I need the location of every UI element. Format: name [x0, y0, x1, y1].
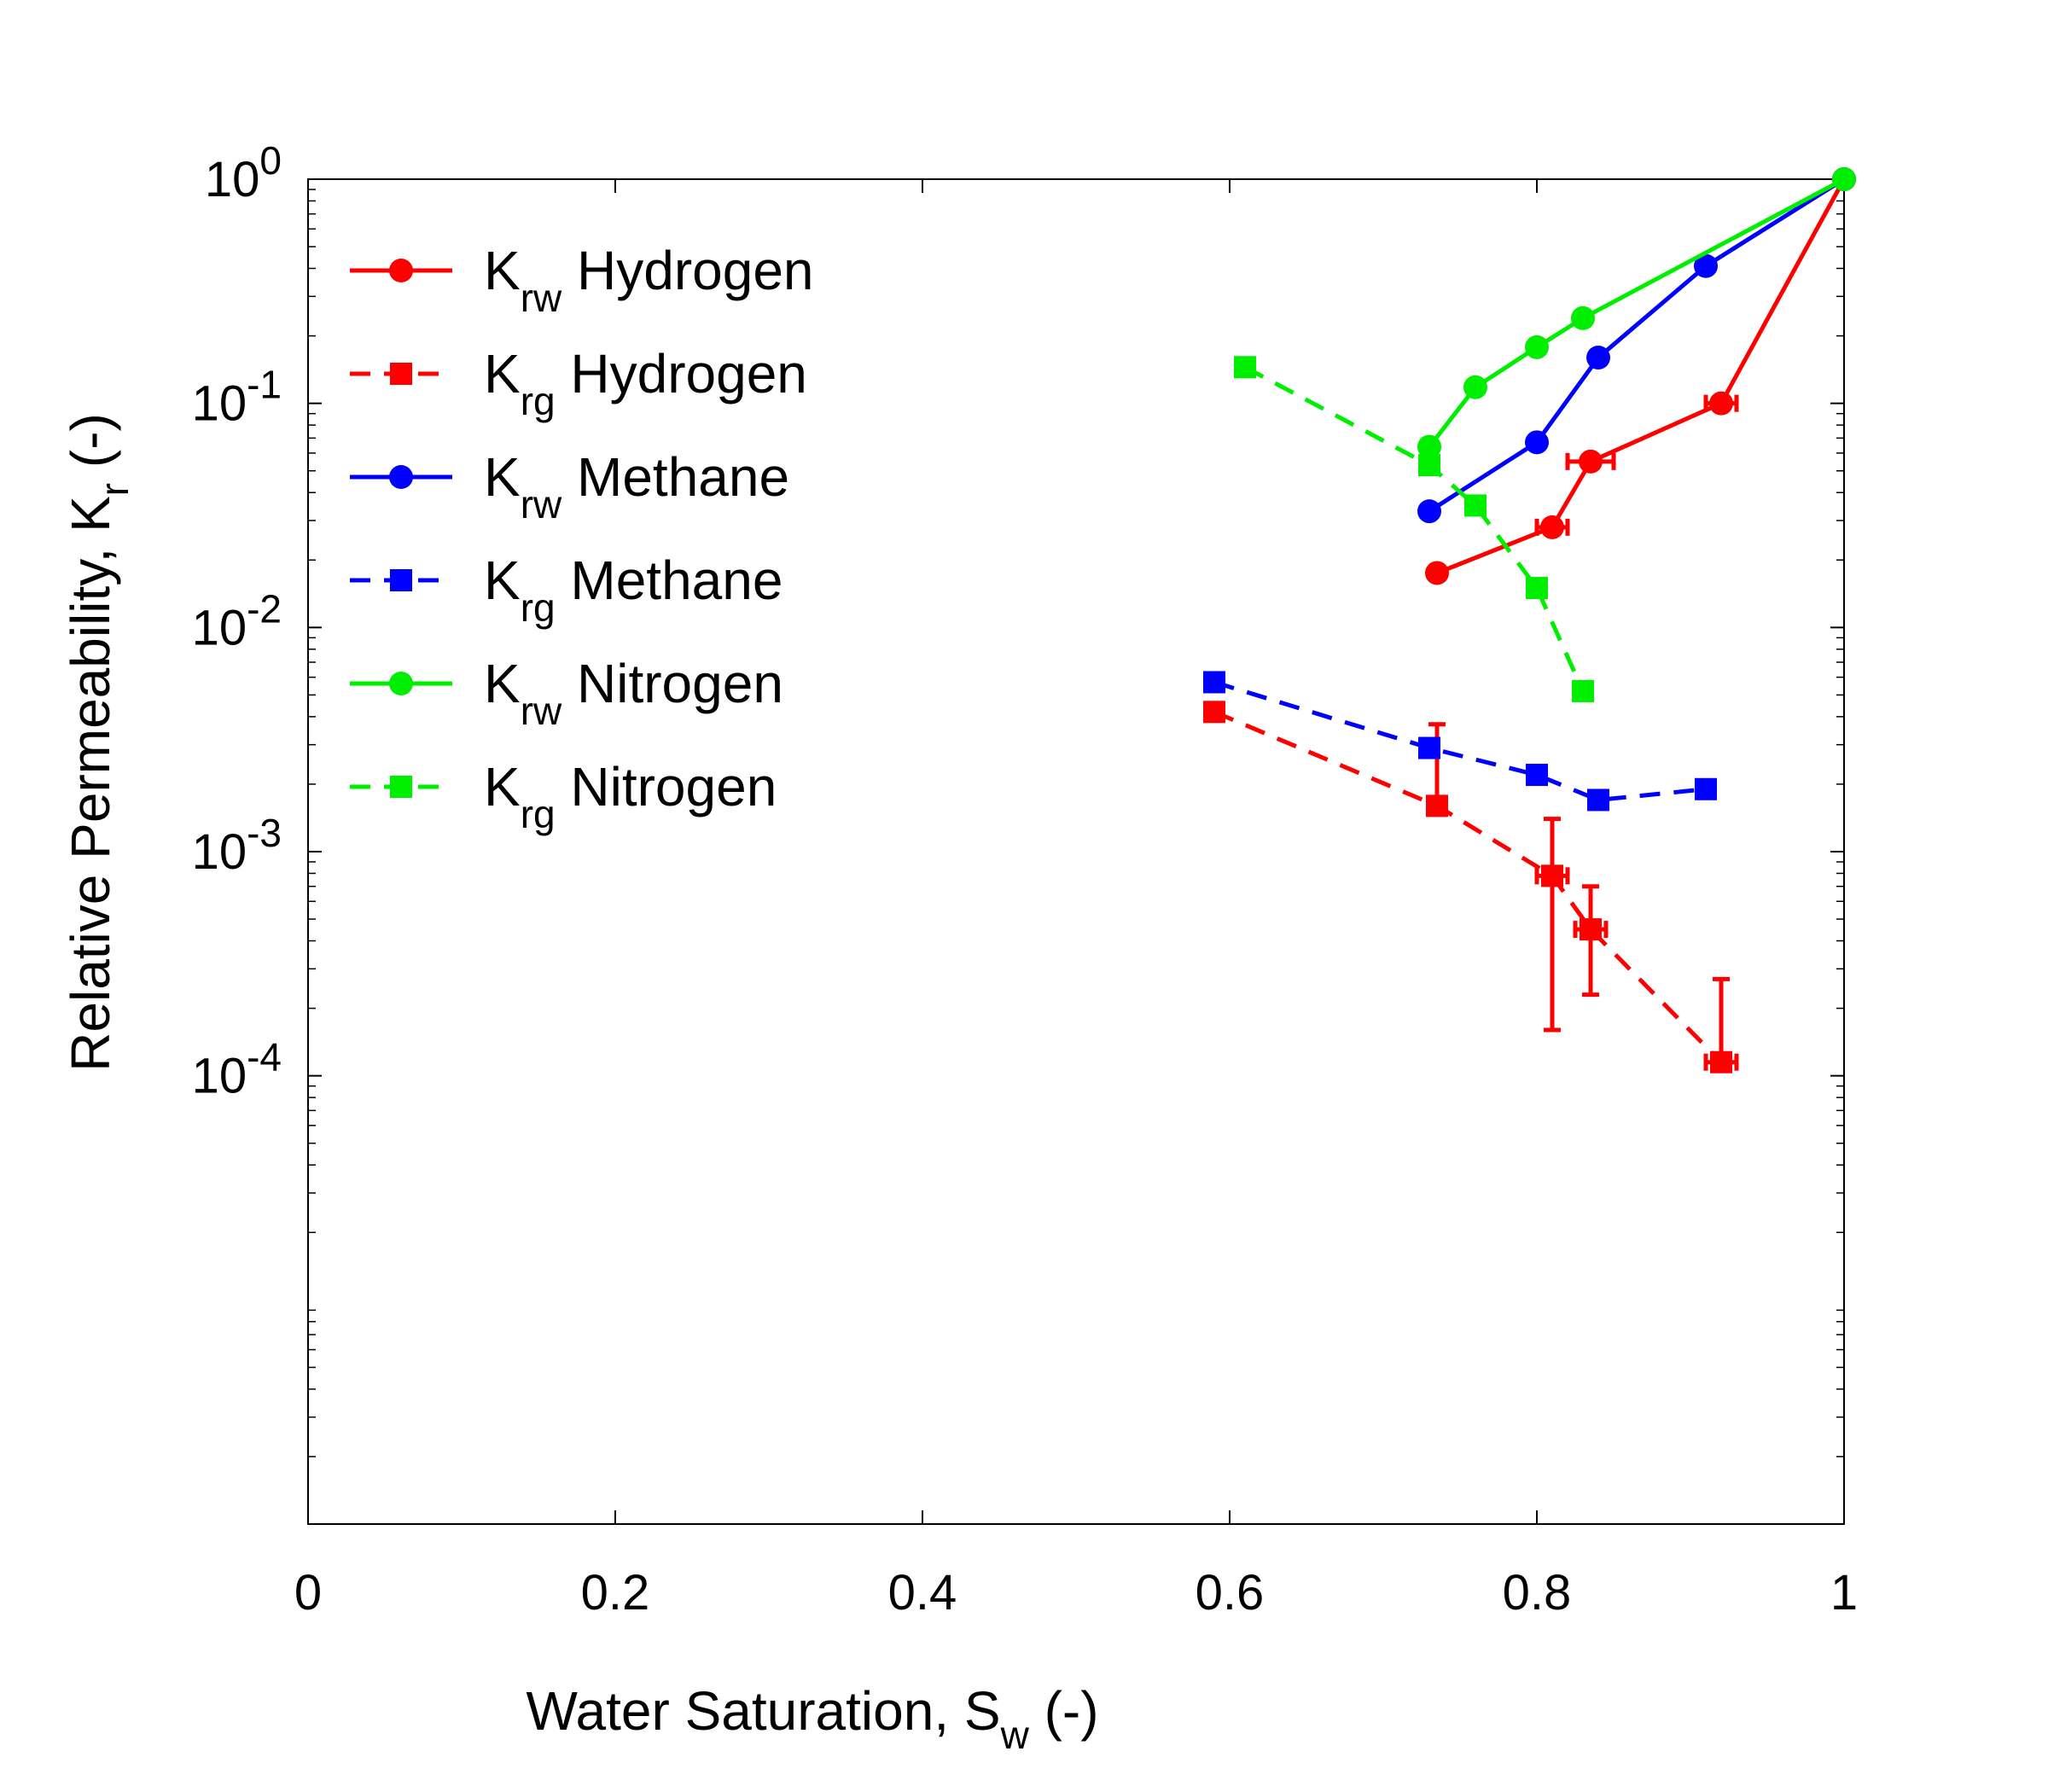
- data-point: [1203, 701, 1225, 724]
- data-point: [1572, 679, 1594, 702]
- legend-label: Krg Nitrogen: [484, 756, 777, 836]
- series-rw-nitrogen: [1417, 167, 1856, 459]
- x-tick-label: 0.8: [1503, 1565, 1572, 1620]
- data-point: [1418, 736, 1440, 759]
- data-point: [1203, 671, 1225, 694]
- data-point: [1526, 764, 1548, 787]
- series-rg-methane: [1203, 671, 1717, 812]
- y-tick-label: 10-4: [192, 1035, 282, 1104]
- data-point: [1579, 449, 1603, 474]
- data-point: [1526, 577, 1548, 600]
- legend-label: Krw Nitrogen: [484, 653, 783, 733]
- legend-item: Krg Hydrogen: [350, 343, 807, 423]
- x-tick-label: 0.2: [581, 1565, 650, 1620]
- data-point: [1426, 794, 1448, 817]
- series-rw-methane: [1417, 167, 1856, 524]
- legend-label: Krw Hydrogen: [484, 240, 814, 320]
- series-line: [1436, 177, 1847, 575]
- data-point: [1586, 346, 1610, 370]
- axes-layer: 0 0.2 0.4 0.6 0.8 1 100 10-1 10-2 10-3 10-4: [192, 138, 1859, 1620]
- legend-marker: [390, 363, 412, 385]
- x-tick-label: 1: [1830, 1565, 1858, 1620]
- data-point: [1540, 515, 1564, 539]
- legend-item: Krw Hydrogen: [350, 240, 814, 320]
- y-tick-label: 100: [205, 138, 282, 207]
- series-layer: [1203, 167, 1856, 1073]
- legend-item: Krg Methane: [350, 550, 783, 630]
- legend-label: Krg Hydrogen: [484, 343, 807, 423]
- legend-marker: [390, 569, 412, 591]
- data-point: [1425, 561, 1449, 585]
- data-point: [1463, 375, 1487, 399]
- data-point: [1710, 1050, 1732, 1073]
- legend-marker: [389, 672, 413, 695]
- y-axis-label: Relative Permeability, Kr (-): [60, 413, 137, 1072]
- x-axis-label: Water Saturation, Sw (-): [526, 1680, 1098, 1757]
- data-point: [1587, 788, 1609, 812]
- legend-marker: [389, 259, 413, 282]
- y-tick-label: 10-1: [192, 363, 282, 432]
- legend-item: Krw Nitrogen: [350, 653, 783, 733]
- y-tick-label: 10-3: [192, 811, 282, 880]
- data-point: [1234, 356, 1256, 379]
- data-point: [1832, 167, 1856, 191]
- series-line: [1213, 680, 1707, 803]
- legend-marker: [390, 776, 412, 798]
- data-point: [1695, 777, 1717, 800]
- series-line: [1243, 365, 1585, 692]
- data-point: [1464, 494, 1487, 517]
- data-point: [1709, 391, 1733, 416]
- data-point: [1571, 305, 1595, 330]
- legend: Krw Hydrogen Krg Hydrogen Krw Methane Krg M…: [350, 240, 814, 836]
- legend-label: Krg Methane: [484, 550, 783, 630]
- legend-marker: [389, 465, 413, 489]
- data-point: [1541, 864, 1563, 887]
- y-tick-label: 10-2: [192, 586, 282, 655]
- data-point: [1417, 434, 1441, 459]
- x-tick-label: 0.6: [1196, 1565, 1265, 1620]
- series-line: [1428, 177, 1846, 514]
- data-point: [1525, 430, 1549, 455]
- data-point: [1417, 499, 1441, 524]
- legend-item: Krg Nitrogen: [350, 756, 777, 836]
- data-point: [1580, 918, 1602, 941]
- series-rg-hydrogen: [1203, 701, 1739, 1073]
- data-point: [1418, 454, 1440, 477]
- x-tick-label: 0.4: [888, 1565, 957, 1620]
- legend-label: Krw Methane: [484, 446, 789, 527]
- data-point: [1525, 335, 1549, 359]
- x-tick-label: 0: [294, 1565, 322, 1620]
- series-line: [1213, 709, 1723, 1064]
- legend-item: Krw Methane: [350, 446, 789, 527]
- series-rg-nitrogen: [1234, 356, 1594, 702]
- data-point: [1694, 253, 1718, 278]
